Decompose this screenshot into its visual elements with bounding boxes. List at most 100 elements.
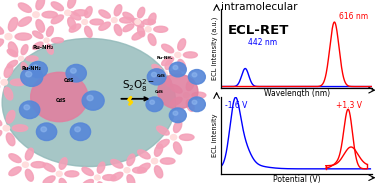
Circle shape [22, 162, 28, 167]
Ellipse shape [174, 142, 182, 154]
Ellipse shape [148, 34, 156, 45]
Ellipse shape [0, 39, 3, 49]
Text: +1.3 V: +1.3 V [336, 101, 362, 110]
Ellipse shape [8, 42, 18, 56]
Circle shape [94, 175, 100, 180]
Circle shape [150, 100, 155, 104]
Ellipse shape [192, 92, 206, 98]
Circle shape [41, 127, 46, 132]
Circle shape [5, 33, 12, 40]
Ellipse shape [160, 158, 175, 164]
Circle shape [112, 18, 117, 23]
Ellipse shape [0, 24, 3, 34]
Circle shape [19, 56, 24, 61]
Ellipse shape [170, 97, 182, 106]
Ellipse shape [25, 148, 33, 160]
Ellipse shape [15, 33, 32, 40]
Text: CdS: CdS [155, 90, 163, 94]
X-axis label: Potential (V): Potential (V) [273, 175, 321, 183]
Text: ECL-RET: ECL-RET [228, 24, 290, 37]
Circle shape [20, 101, 40, 119]
Ellipse shape [0, 130, 2, 140]
Text: Ru-NH₂: Ru-NH₂ [21, 66, 41, 70]
Circle shape [29, 61, 47, 78]
Ellipse shape [46, 44, 53, 54]
Circle shape [36, 123, 57, 141]
Ellipse shape [123, 24, 134, 32]
Circle shape [183, 93, 189, 98]
Text: CdS: CdS [156, 74, 166, 78]
Text: Ru-NH₂: Ru-NH₂ [156, 56, 173, 59]
X-axis label: Wavelength (nm): Wavelength (nm) [264, 89, 330, 98]
Ellipse shape [12, 125, 28, 131]
Ellipse shape [51, 15, 64, 24]
Ellipse shape [174, 120, 182, 132]
Ellipse shape [69, 12, 81, 20]
Ellipse shape [68, 17, 76, 29]
Ellipse shape [82, 167, 93, 175]
Circle shape [44, 38, 49, 42]
Ellipse shape [138, 163, 150, 172]
Ellipse shape [4, 65, 13, 77]
Text: 442 nm: 442 nm [248, 38, 277, 46]
Ellipse shape [36, 20, 45, 32]
Ellipse shape [21, 62, 28, 72]
Ellipse shape [178, 59, 186, 71]
Circle shape [152, 72, 156, 77]
Ellipse shape [69, 24, 81, 32]
Circle shape [21, 67, 43, 86]
Ellipse shape [31, 162, 45, 168]
Circle shape [56, 171, 62, 176]
Text: Ru-NH₂: Ru-NH₂ [33, 45, 54, 50]
Ellipse shape [123, 12, 134, 20]
Circle shape [188, 70, 205, 84]
Ellipse shape [114, 25, 122, 36]
Ellipse shape [111, 172, 123, 181]
Ellipse shape [114, 5, 122, 16]
Ellipse shape [59, 158, 67, 169]
Ellipse shape [43, 176, 55, 183]
Ellipse shape [99, 10, 110, 18]
Circle shape [152, 158, 158, 164]
Ellipse shape [42, 11, 57, 18]
Ellipse shape [6, 133, 15, 146]
Ellipse shape [59, 178, 67, 183]
Ellipse shape [18, 3, 31, 12]
Ellipse shape [120, 17, 133, 23]
Circle shape [87, 95, 93, 101]
Ellipse shape [133, 167, 147, 173]
Ellipse shape [6, 111, 15, 123]
Ellipse shape [165, 77, 172, 86]
Ellipse shape [103, 175, 116, 180]
Ellipse shape [90, 19, 103, 25]
Ellipse shape [170, 85, 182, 93]
Ellipse shape [162, 44, 174, 53]
Ellipse shape [148, 13, 156, 25]
Circle shape [26, 72, 32, 77]
Ellipse shape [21, 45, 28, 55]
Ellipse shape [36, 0, 45, 10]
Ellipse shape [156, 139, 169, 148]
Circle shape [3, 125, 9, 131]
Ellipse shape [154, 26, 168, 32]
Ellipse shape [10, 79, 26, 86]
Ellipse shape [33, 31, 43, 38]
Ellipse shape [152, 75, 162, 82]
Ellipse shape [97, 182, 105, 183]
Ellipse shape [8, 18, 18, 31]
Circle shape [169, 62, 186, 77]
Ellipse shape [65, 171, 79, 177]
Circle shape [82, 91, 104, 110]
Ellipse shape [138, 150, 150, 159]
Ellipse shape [4, 87, 13, 100]
Circle shape [135, 20, 140, 24]
Ellipse shape [138, 26, 145, 37]
Circle shape [33, 12, 39, 17]
Ellipse shape [132, 31, 144, 40]
Ellipse shape [143, 19, 155, 25]
Circle shape [82, 20, 88, 24]
Text: $\mathrm{S_2O_8^{2-}}$: $\mathrm{S_2O_8^{2-}}$ [122, 77, 156, 94]
Circle shape [173, 111, 178, 115]
Ellipse shape [46, 26, 53, 36]
Y-axis label: ECL intensity (a.u.): ECL intensity (a.u.) [212, 17, 218, 80]
